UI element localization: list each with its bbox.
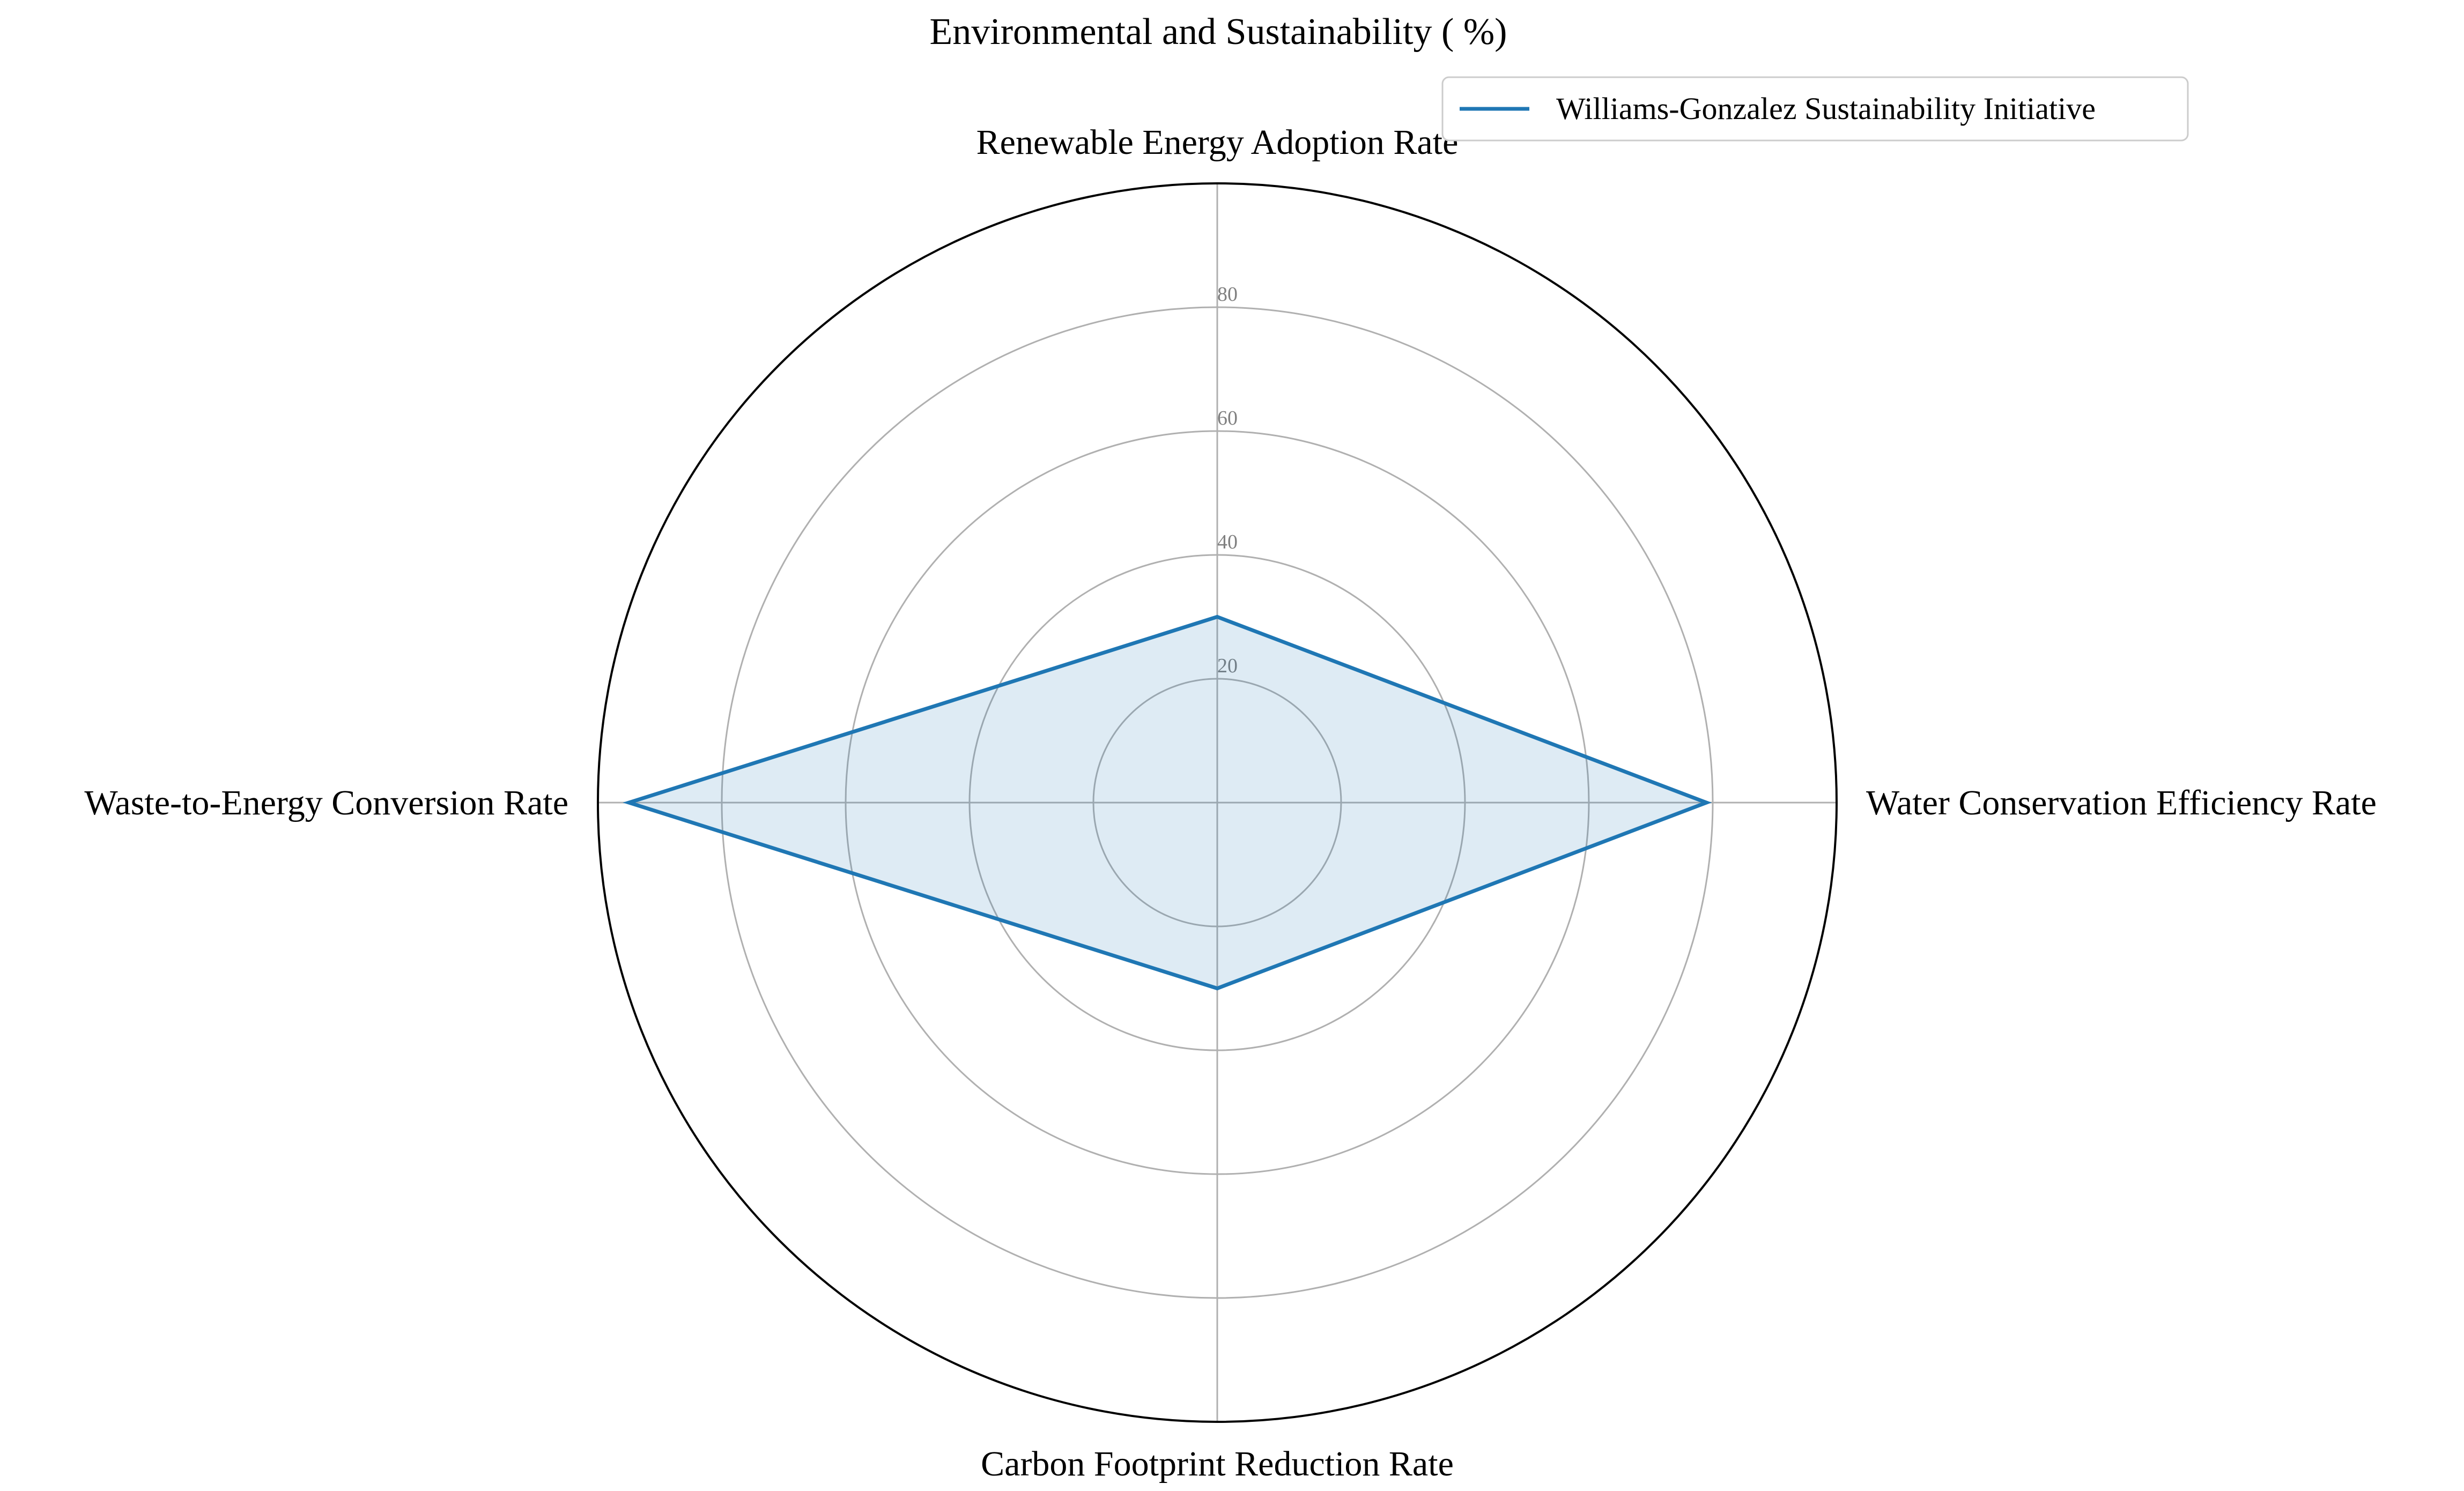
radial-tick-label: 80 [1217, 283, 1238, 306]
radar-series-layer [629, 617, 1707, 988]
category-label: Water Conservation Efficiency Rate [1866, 783, 2377, 822]
radial-tick-label: 60 [1217, 407, 1238, 429]
radial-tick-label: 40 [1217, 531, 1238, 553]
series-area [629, 617, 1707, 989]
category-label: Waste-to-Energy Conversion Rate [84, 783, 568, 822]
category-label: Carbon Footprint Reduction Rate [981, 1444, 1454, 1483]
legend-label: Williams-Gonzalez Sustainability Initiat… [1556, 91, 2096, 126]
legend: Williams-Gonzalez Sustainability Initiat… [1442, 77, 2188, 140]
chart-title: Environmental and Sustainability ( %) [929, 11, 1507, 53]
category-label: Renewable Energy Adoption Rate [976, 123, 1459, 162]
